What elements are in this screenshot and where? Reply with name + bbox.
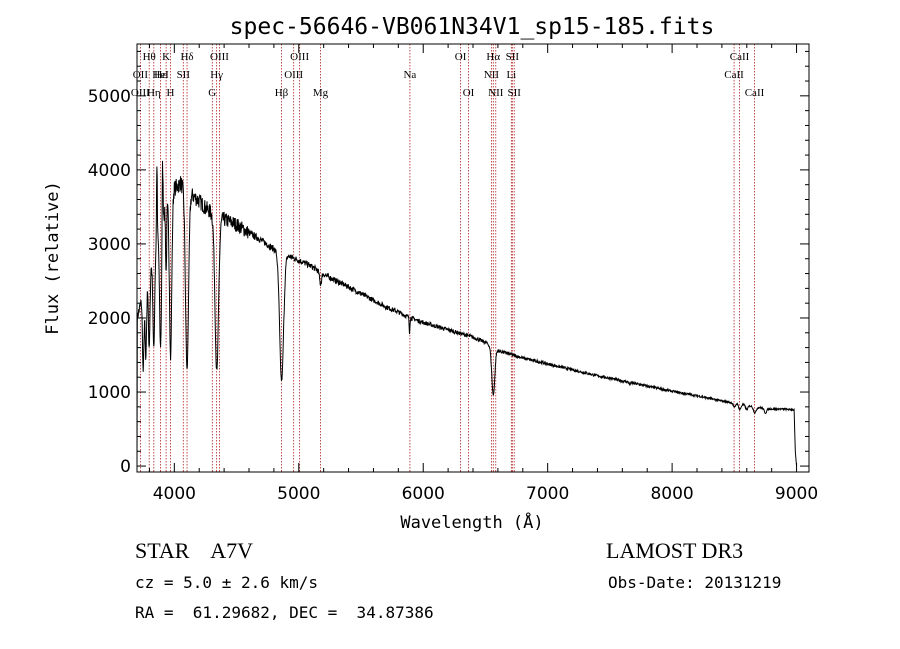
line-label: H — [166, 87, 174, 99]
y-tick-label: 2000 — [88, 309, 131, 329]
line-label: Hθ — [143, 51, 156, 63]
line-label: NII — [484, 69, 500, 81]
y-tick-label: 5000 — [88, 87, 131, 107]
plot-frame — [136, 43, 810, 473]
y-axis-ticks: 0 1000 2000 3000 4000 5000 — [88, 50, 809, 477]
line-label: CaII — [724, 69, 744, 81]
x-tick-label: 5000 — [277, 484, 320, 504]
line-label: Hβ — [275, 87, 289, 99]
line-label: Mg — [313, 87, 329, 99]
line-label: Hα — [486, 51, 500, 63]
line-label: Li — [506, 69, 516, 81]
line-label: OI — [455, 51, 467, 63]
line-label: OIII — [290, 51, 309, 63]
line-marker-group — [139, 44, 755, 472]
survey-label: LAMOST DR3 — [606, 538, 744, 563]
y-tick-label: 1000 — [88, 383, 131, 403]
x-tick-label: 9000 — [775, 484, 818, 504]
object-type-label: STAR A7V — [135, 538, 254, 563]
line-label: Hη — [147, 87, 161, 99]
spectrum-line — [136, 160, 798, 467]
line-label: SII — [506, 51, 520, 63]
y-tick-label: 4000 — [88, 161, 131, 181]
line-label: Hε — [154, 69, 167, 81]
line-label: Na — [403, 69, 416, 81]
line-label: Hγ — [210, 69, 223, 81]
redshift-label: cz = 5.0 ± 2.6 km/s — [135, 573, 319, 592]
x-tick-label: 8000 — [650, 484, 693, 504]
line-label: K — [162, 51, 170, 63]
line-label: SII — [507, 87, 521, 99]
x-tick-label: 4000 — [153, 484, 196, 504]
line-label: OII — [133, 69, 149, 81]
line-label: NII — [488, 87, 504, 99]
obs-date-label: Obs-Date: 20131219 — [608, 573, 782, 592]
line-label: Hδ — [180, 51, 193, 63]
line-label: HeI — [152, 69, 169, 81]
line-label: G — [208, 87, 216, 99]
y-tick-label: 3000 — [88, 235, 131, 255]
y-axis-label: Flux (relative) — [43, 181, 63, 335]
y-tick-label: 0 — [120, 457, 131, 477]
line-label: CaII — [745, 87, 765, 99]
x-axis-ticks: 4000 5000 6000 7000 8000 9000 — [148, 44, 818, 504]
line-label: OI — [463, 87, 475, 99]
line-label: SII — [177, 69, 191, 81]
chart-title: spec-56646-VB061N34V1_sp15-185.fits — [230, 14, 715, 40]
x-tick-label: 7000 — [526, 484, 569, 504]
line-label: OIII — [284, 69, 303, 81]
x-tick-label: 6000 — [402, 484, 445, 504]
line-label: CaII — [730, 51, 750, 63]
x-axis-label: Wavelength (Å) — [400, 511, 543, 533]
line-label: OIII — [210, 51, 229, 63]
coordinates-label: RA = 61.29682, DEC = 34.87386 — [135, 603, 434, 622]
